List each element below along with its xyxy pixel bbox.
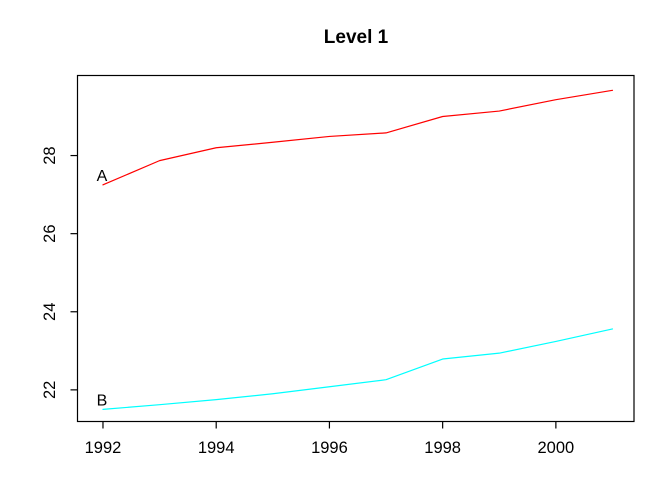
x-axis-tick-label: 1994 <box>198 439 235 457</box>
y-axis-tick-label: 28 <box>41 146 59 164</box>
plot-box <box>76 74 635 423</box>
series-line-a <box>102 89 614 186</box>
x-axis-tick-label: 2000 <box>538 439 575 457</box>
series-label-b: B <box>97 392 108 409</box>
x-axis-tick-label: 1998 <box>424 439 461 457</box>
x-axis-tick-label: 1996 <box>311 439 348 457</box>
x-axis-tick-label: 1992 <box>85 439 122 457</box>
y-axis-tick-label: 24 <box>41 303 59 321</box>
y-axis-tick-label: 26 <box>41 224 59 242</box>
series-line-b <box>102 328 614 410</box>
y-axis-tick-label: 22 <box>41 381 59 399</box>
chart-title: Level 1 <box>323 27 389 48</box>
series-label-a: A <box>97 168 108 185</box>
